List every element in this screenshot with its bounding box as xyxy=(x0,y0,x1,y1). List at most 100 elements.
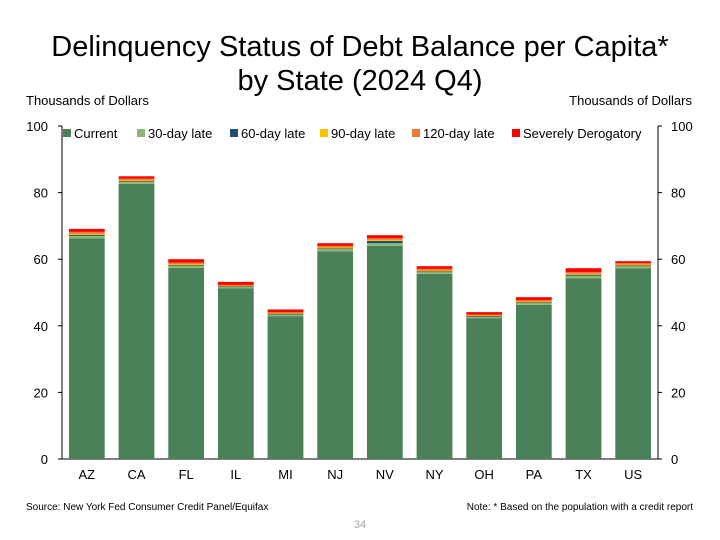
page-number: 34 xyxy=(353,519,367,531)
bar-segment-az-3 xyxy=(68,233,105,235)
chart-title: Delinquency Status of Debt Balance per C… xyxy=(0,30,720,98)
bar-segment-az-2 xyxy=(68,234,105,236)
bar-segment-nj-4 xyxy=(317,245,354,248)
bar-segment-fl-4 xyxy=(168,262,205,265)
bar-segment-nj-0 xyxy=(317,251,354,459)
bar-segment-mi-3 xyxy=(267,312,304,314)
bar-segment-nj-1 xyxy=(317,249,354,252)
bar-segment-mi-1 xyxy=(267,314,304,317)
left-axis-unit-label: Thousands of Dollars xyxy=(26,93,149,108)
legend-swatch xyxy=(137,129,145,137)
x-tick-label: NV xyxy=(376,467,394,482)
bar-segment-ny-2 xyxy=(416,270,453,273)
bar-segment-mi-5 xyxy=(267,309,304,313)
x-tick-label: CA xyxy=(127,467,145,482)
legend-swatch xyxy=(320,129,328,137)
bar-segment-ca-3 xyxy=(118,180,155,182)
left-y-tick-label: 100 xyxy=(26,119,48,134)
right-y-tick-label: 80 xyxy=(671,186,685,201)
right-y-tick-label: 40 xyxy=(671,319,685,334)
bar-segment-az-4 xyxy=(68,231,105,234)
bar-segment-tx-5 xyxy=(565,268,602,273)
bar-segment-nj-2 xyxy=(317,248,354,250)
bar-segment-fl-5 xyxy=(168,259,205,263)
legend-label: 30-day late xyxy=(148,126,212,141)
bar-segment-il-2 xyxy=(217,285,254,288)
bar-segment-oh-3 xyxy=(466,314,503,317)
bar-segment-ny-3 xyxy=(416,270,453,272)
x-tick-label: NJ xyxy=(327,467,343,482)
bar-segment-il-1 xyxy=(217,287,254,289)
chart-title-line-1: Delinquency Status of Debt Balance per C… xyxy=(51,31,669,63)
bar-segment-tx-3 xyxy=(565,273,602,275)
x-tick-label: TX xyxy=(575,467,592,482)
legend-label: Current xyxy=(74,126,118,141)
bar-segment-pa-4 xyxy=(515,300,552,302)
legend-label: 120-day late xyxy=(423,126,495,141)
bar-segment-pa-0 xyxy=(515,304,552,459)
left-y-tick-label: 0 xyxy=(41,452,48,467)
bar-segment-nv-5 xyxy=(366,235,403,239)
bar-segment-fl-3 xyxy=(168,263,205,266)
legend-swatch xyxy=(412,129,420,137)
x-tick-label: AZ xyxy=(79,467,96,482)
bar-segment-il-3 xyxy=(217,285,254,287)
bar-segment-us-3 xyxy=(615,264,652,266)
left-y-tick-label: 80 xyxy=(34,186,48,201)
bar-segment-tx-2 xyxy=(565,274,602,276)
bar-segment-oh-5 xyxy=(466,312,503,315)
bar-segment-nv-4 xyxy=(366,238,403,240)
legend-swatch xyxy=(512,129,520,137)
bar-segment-oh-2 xyxy=(466,315,503,317)
bar-segment-fl-2 xyxy=(168,264,205,266)
bar-segment-ca-2 xyxy=(118,180,155,182)
bar-segment-us-0 xyxy=(615,268,652,459)
bar-segment-pa-2 xyxy=(515,301,552,304)
left-y-tick-label: 60 xyxy=(34,252,48,267)
bar-segment-nv-2 xyxy=(366,240,403,244)
bar-segment-nj-5 xyxy=(317,243,354,246)
bar-segment-ca-5 xyxy=(118,176,155,179)
footnote: Note: * Based on the population with a c… xyxy=(466,502,693,513)
bar-segment-oh-4 xyxy=(466,314,503,316)
bar-segment-nv-3 xyxy=(366,239,403,241)
bar-segment-nv-1 xyxy=(366,243,403,246)
x-tick-label: FL xyxy=(179,467,194,482)
legend-swatch xyxy=(63,129,71,137)
bar-segment-az-1 xyxy=(68,235,105,239)
bar-segment-mi-2 xyxy=(267,313,304,315)
bar-segment-pa-3 xyxy=(515,301,552,303)
bar-segment-fl-0 xyxy=(168,267,205,459)
legend-label: 60-day late xyxy=(241,126,305,141)
legend-swatch xyxy=(230,129,238,137)
bar-segment-pa-5 xyxy=(515,297,552,301)
bar-segment-nv-0 xyxy=(366,245,403,459)
bar-segment-ca-4 xyxy=(118,178,155,181)
bar-segment-ny-0 xyxy=(416,273,453,459)
source-note: Source: New York Fed Consumer Credit Pan… xyxy=(26,502,269,513)
x-tick-label: IL xyxy=(230,467,241,482)
right-y-tick-label: 100 xyxy=(671,119,693,134)
bar-segment-az-0 xyxy=(68,238,105,459)
bar-segment-oh-0 xyxy=(466,318,503,459)
x-tick-label: OH xyxy=(474,467,494,482)
bar-segment-us-1 xyxy=(615,266,652,269)
bar-segment-nj-3 xyxy=(317,247,354,249)
legend-label: 90-day late xyxy=(331,126,395,141)
bar-segment-pa-1 xyxy=(515,303,552,305)
left-y-tick-label: 20 xyxy=(34,385,48,400)
bar-segment-il-5 xyxy=(217,281,254,285)
x-tick-label: MI xyxy=(278,467,292,482)
right-y-tick-label: 20 xyxy=(671,385,685,400)
left-y-tick-label: 40 xyxy=(34,319,48,334)
bar-segment-fl-1 xyxy=(168,265,205,268)
chart-title-line-2: by State (2024 Q4) xyxy=(237,65,483,97)
bar-segment-il-0 xyxy=(217,288,254,459)
bar-segment-mi-4 xyxy=(267,311,304,314)
bar-segment-ny-4 xyxy=(416,268,453,271)
right-axis-unit-label: Thousands of Dollars xyxy=(569,93,692,108)
right-y-tick-label: 0 xyxy=(671,452,678,467)
bar-segment-ny-1 xyxy=(416,272,453,274)
bar-segment-oh-1 xyxy=(466,316,503,319)
